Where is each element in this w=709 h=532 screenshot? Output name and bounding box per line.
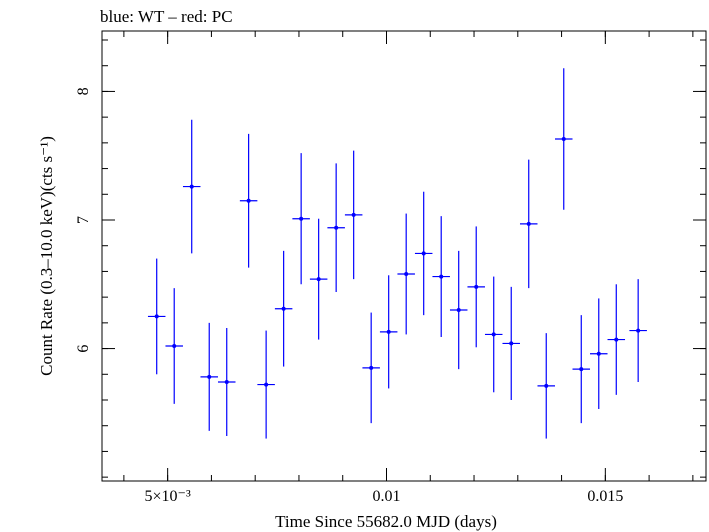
data-point [397, 213, 415, 335]
data-point [519, 159, 538, 289]
point-marker [561, 137, 566, 141]
point-marker [614, 337, 619, 342]
data-point [467, 226, 485, 348]
y-tick-label: 6 [75, 345, 92, 353]
point-marker [596, 351, 601, 356]
point-marker [246, 198, 251, 203]
data-point [362, 312, 380, 424]
point-marker [544, 383, 549, 388]
y-tick-label: 7 [75, 216, 92, 224]
major-ticks [102, 31, 706, 481]
plot-frame [101, 30, 707, 482]
y-axis-label: Count Rate (0.3–10.0 keV)(cts s⁻¹) [37, 136, 56, 376]
point-marker [386, 329, 391, 334]
data-point [502, 286, 520, 400]
data-point [590, 298, 608, 409]
data-point [200, 322, 218, 431]
point-marker [316, 277, 321, 282]
data-point [327, 163, 345, 292]
point-marker [351, 212, 356, 217]
data-point [257, 330, 275, 439]
data-point [572, 315, 591, 424]
point-marker [172, 344, 177, 348]
x-tick-label: 5×10⁻³ [145, 488, 191, 505]
data-point [344, 150, 363, 280]
data-point [274, 250, 293, 367]
data-point [165, 288, 183, 404]
point-marker [281, 306, 286, 311]
point-marker [509, 341, 514, 346]
data-point [239, 133, 258, 268]
minor-ticks [102, 31, 706, 481]
point-marker [456, 308, 461, 312]
point-marker [579, 367, 584, 372]
x-tick-label: 0.01 [372, 488, 400, 505]
point-marker [224, 380, 229, 384]
data-point [147, 258, 166, 375]
point-marker [207, 374, 212, 379]
point-marker [474, 284, 479, 289]
data-point [292, 153, 310, 285]
data-point [484, 276, 503, 393]
point-marker [439, 274, 444, 279]
point-marker [264, 382, 269, 387]
point-marker [154, 314, 159, 319]
data-point [379, 275, 398, 389]
data-points [147, 68, 647, 439]
data-point [607, 284, 626, 395]
point-marker [526, 221, 531, 226]
data-point [309, 218, 328, 340]
chart-header: blue: WT – red: PC [100, 7, 233, 26]
data-point [182, 119, 201, 254]
data-point [414, 191, 433, 316]
data-point [217, 328, 236, 436]
data-point [555, 68, 573, 210]
x-tick-label: 0.015 [587, 488, 623, 505]
point-marker [491, 332, 496, 337]
point-marker [299, 216, 304, 221]
y-tick-label: 8 [75, 87, 92, 95]
point-marker [636, 328, 641, 333]
data-point [432, 216, 450, 337]
x-tick-labels: 5×10⁻³ 0.01 0.015 [145, 488, 624, 505]
data-point [537, 333, 555, 439]
point-marker [334, 225, 339, 230]
data-point [629, 279, 647, 382]
x-axis-label: Time Since 55682.0 MJD (days) [275, 512, 497, 531]
point-marker [369, 365, 374, 370]
y-tick-labels: 6 7 8 [75, 87, 92, 352]
point-marker [404, 272, 409, 276]
point-marker [421, 251, 426, 256]
data-point [449, 250, 468, 370]
point-marker [189, 184, 194, 189]
